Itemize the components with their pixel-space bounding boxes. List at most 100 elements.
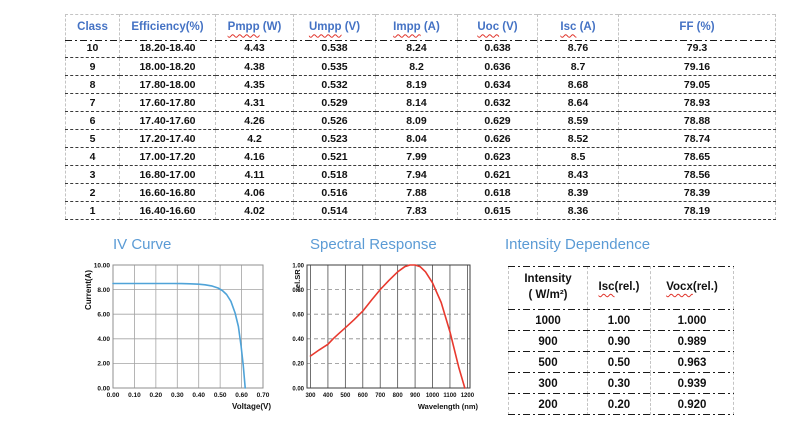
table-row: 6 17.40-17.60 4.26 0.526 8.09 0.629 8.59 78.88 — [65, 111, 776, 130]
table-cell: 6 — [65, 111, 120, 130]
table-cell: 78.39 — [618, 183, 776, 202]
x-tick-label: 0.10 — [128, 392, 141, 399]
table-cell: 16.60-16.80 — [119, 183, 216, 202]
table-cell: 1000 — [509, 310, 588, 331]
table-cell: 78.88 — [618, 111, 776, 130]
header-label: Umpp — [308, 21, 342, 34]
table-cell: 17.60-17.80 — [119, 93, 216, 112]
table-cell: 3 — [65, 165, 120, 184]
isc-rel-col-header: Isc(rel.) — [588, 266, 651, 310]
table-cell: 4.43 — [215, 39, 294, 58]
table-cell: 4.31 — [215, 93, 294, 112]
table-cell: 8 — [65, 75, 120, 94]
table-cell: 5 — [65, 129, 120, 148]
col-header-ff: FF (%) — [618, 14, 776, 40]
x-tick-label: 1200 — [461, 393, 475, 399]
intensity-row: 200 0.20 0.920 — [508, 394, 734, 415]
spectral-response-svg: 300 400 500 600 700 800 900 1000 1100 1200 0.00 0.2… — [292, 263, 479, 411]
table-cell: 0.90 — [588, 331, 651, 352]
y-tick-label: 10.00 — [94, 262, 111, 269]
table-cell: 18.20-18.40 — [119, 39, 216, 58]
table-row: 8 17.80-18.00 4.35 0.532 8.19 0.634 8.68 79.05 — [65, 75, 776, 94]
header-row: Class Efficiency(%) Pmpp (W) Umpp (V) Im… — [65, 14, 776, 40]
table-cell: 0.514 — [293, 201, 376, 220]
table-cell: 7.88 — [375, 183, 458, 202]
col-header-pmpp: Pmpp (W) — [215, 14, 294, 40]
table-cell: 16.80-17.00 — [119, 165, 216, 184]
intensity-col-header: Intensity ( W/m²) — [509, 266, 588, 310]
table-cell: 8.68 — [537, 75, 619, 94]
x-axis-label: Wavelength (nm) — [418, 402, 479, 411]
table-cell: 0.30 — [588, 373, 651, 394]
iv-curve-chart: 0.00 0.10 0.20 0.30 0.40 0.50 0.60 0.70 0.00 2.00… — [70, 258, 275, 413]
table-cell: 0.632 — [457, 93, 538, 112]
plot-border — [112, 264, 264, 389]
table-cell: 8.36 — [537, 201, 619, 220]
header-divider — [65, 40, 775, 41]
table-cell: 0.629 — [457, 111, 538, 130]
table-cell: 0.526 — [293, 111, 376, 130]
table-cell: 9 — [65, 57, 120, 76]
table-cell: 16.40-16.60 — [119, 201, 216, 220]
table-cell: 4.2 — [215, 129, 294, 148]
x-tick-label: 400 — [323, 393, 334, 399]
data-curve — [112, 282, 246, 389]
table-cell: 4.38 — [215, 57, 294, 76]
header-label: FF (%) — [679, 21, 715, 34]
header-label: Impp — [393, 21, 421, 34]
table-cell: 8.39 — [537, 183, 619, 202]
table-cell: 0.523 — [293, 129, 376, 148]
table-cell: 0.535 — [293, 57, 376, 76]
header-label: Pmpp — [227, 21, 260, 34]
table-cell: 79.05 — [618, 75, 776, 94]
classification-table: Class Efficiency(%) Pmpp (W) Umpp (V) Im… — [65, 14, 776, 220]
intensity-header-row: Intensity ( W/m²) Isc(rel.) Vocx(rel.) — [508, 266, 734, 310]
header-label: Isc — [560, 21, 577, 34]
table-cell: 0.638 — [457, 39, 538, 58]
table-cell: 8.19 — [375, 75, 458, 94]
intensity-dependence-title: Intensity Dependence — [505, 236, 651, 253]
table-cell: 8.76 — [537, 39, 619, 58]
table-cell: 7.99 — [375, 147, 458, 166]
y-tick-label: 2.00 — [97, 361, 110, 368]
data-curve — [309, 264, 466, 389]
y-tick-label: 4.00 — [97, 336, 110, 343]
spectral-response-title: Spectral Response — [310, 236, 437, 253]
table-cell: 4.26 — [215, 111, 294, 130]
table-cell: 8.09 — [375, 111, 458, 130]
x-tick-label: 1100 — [443, 393, 457, 399]
y-tick-label: 0.20 — [292, 362, 304, 368]
intensity-row: 1000 1.00 1.000 — [508, 310, 734, 331]
table-cell: 4 — [65, 147, 120, 166]
table-cell: 0.538 — [293, 39, 376, 58]
table-cell: 4.35 — [215, 75, 294, 94]
table-cell: 78.93 — [618, 93, 776, 112]
table-cell: 8.2 — [375, 57, 458, 76]
y-tick-label: 0.80 — [292, 288, 304, 294]
iv-curve-svg: 0.00 0.10 0.20 0.30 0.40 0.50 0.60 0.70 0.00 2.00… — [84, 262, 271, 411]
table-cell: 0.529 — [293, 93, 376, 112]
table-cell: 4.02 — [215, 201, 294, 220]
table-cell: 0.920 — [677, 398, 707, 411]
y-tick-label: 6.00 — [97, 312, 110, 319]
col-header-isc: Isc (A) — [537, 14, 619, 40]
table-cell: 0.618 — [457, 183, 538, 202]
table-cell: 0.518 — [293, 165, 376, 184]
spectral-response-chart: 300 400 500 600 700 800 900 1000 1100 1200 0.00 0.2… — [280, 258, 480, 413]
table-cell: 0.20 — [588, 394, 651, 415]
table-cell: 0.521 — [293, 147, 376, 166]
table-cell: 79.3 — [618, 39, 776, 58]
intensity-row: 300 0.30 0.939 — [508, 373, 734, 394]
vocx-rel-col-header: Vocx(rel.) — [666, 281, 718, 294]
col-header-umpp: Umpp (V) — [293, 14, 376, 40]
table-cell: 900 — [509, 331, 588, 352]
table-row: 5 17.20-17.40 4.2 0.523 8.04 0.626 8.52 78.74 — [65, 129, 776, 148]
y-tick-label: 0.40 — [292, 337, 304, 343]
table-cell: 18.00-18.20 — [119, 57, 216, 76]
table-cell: 0.621 — [457, 165, 538, 184]
x-tick-label: 0.70 — [257, 392, 270, 399]
table-cell: 17.80-18.00 — [119, 75, 216, 94]
table-cell: 200 — [509, 394, 588, 415]
table-cell: 8.43 — [537, 165, 619, 184]
table-cell: 0.623 — [457, 147, 538, 166]
